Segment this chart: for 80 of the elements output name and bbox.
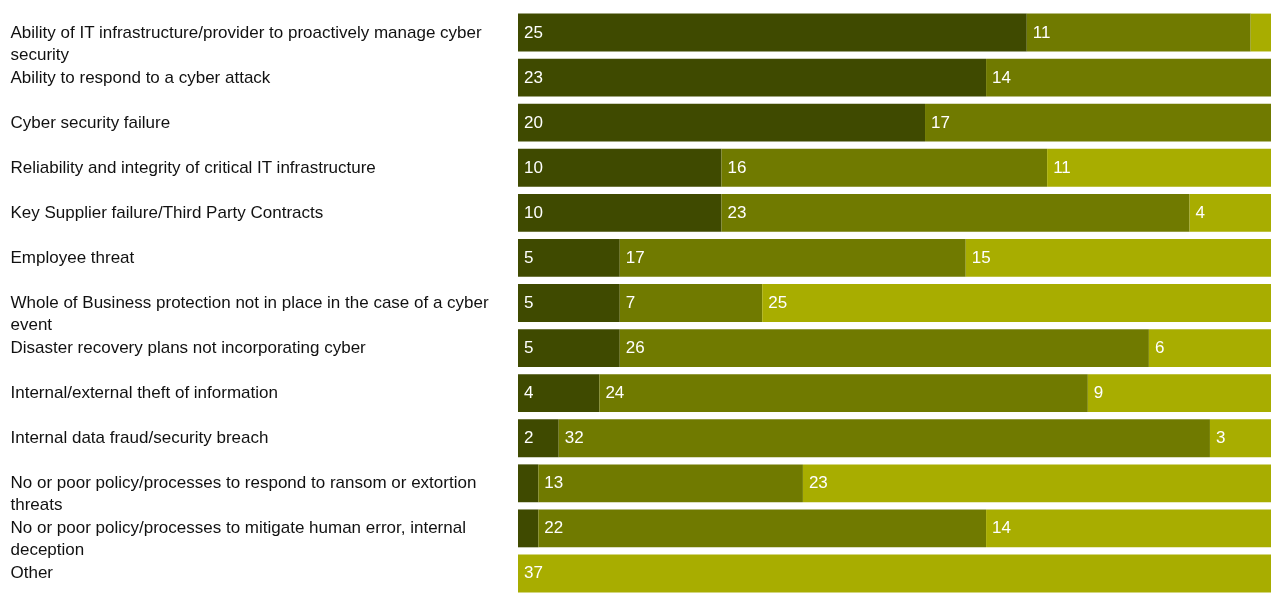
bar — [518, 193, 722, 232]
data-label: 14 — [992, 518, 1011, 538]
bar — [1189, 193, 1271, 232]
bar — [1087, 374, 1271, 413]
data-label: 20 — [524, 112, 543, 132]
data-label: 16 — [727, 157, 747, 177]
bar — [721, 148, 1048, 187]
bar — [518, 58, 987, 97]
data-label: 10 — [524, 157, 543, 177]
bar — [518, 509, 539, 548]
bar — [986, 58, 1271, 97]
data-label: 3 — [1215, 428, 1226, 448]
y-tick-label: No or poor policy/processes to respond to ransom or extortion threats — [10, 473, 477, 515]
data-label: 11 — [1053, 157, 1071, 177]
bar — [802, 464, 1271, 503]
data-label: 24 — [605, 383, 625, 403]
bar — [518, 374, 600, 413]
y-tick-label: Whole of Business protection not in place in the case of a cyber event — [10, 293, 489, 334]
y-tick-label: Employee threat — [10, 247, 135, 267]
bar — [538, 464, 803, 503]
data-label: 23 — [808, 473, 828, 493]
y-tick-label: Internal data fraud/security breach — [10, 428, 269, 448]
bar — [518, 464, 539, 503]
bar — [1209, 419, 1271, 458]
bar — [619, 238, 966, 277]
bar — [1250, 13, 1271, 52]
bar — [1148, 329, 1271, 368]
bar — [925, 103, 1271, 142]
bar — [558, 419, 1210, 458]
bar — [518, 419, 559, 458]
bar — [518, 13, 1027, 52]
data-label: 26 — [625, 338, 645, 358]
bar — [965, 238, 1271, 277]
data-label: 5 — [524, 293, 534, 312]
bar — [1047, 148, 1271, 187]
data-label: 6 — [1154, 338, 1165, 358]
data-label: 37 — [524, 563, 543, 583]
data-label: 13 — [544, 473, 564, 493]
data-label: 22 — [544, 518, 564, 538]
y-tick-label: Reliability and integrity of critical IT infrastructure — [10, 157, 376, 177]
bar — [518, 238, 620, 277]
data-label: 4 — [524, 383, 534, 403]
bar — [538, 509, 987, 548]
bar — [518, 554, 1271, 593]
y-tick-label: No or poor policy/processes to mitigate human error, internal deception — [10, 518, 466, 560]
data-label: 4 — [1195, 202, 1206, 222]
data-label: 23 — [727, 202, 747, 222]
bar — [762, 284, 1271, 322]
bar — [619, 284, 763, 322]
y-tick-label: Ability to respond to a cyber attack — [10, 67, 271, 87]
data-label: 25 — [768, 293, 788, 312]
bar — [518, 329, 620, 368]
bar — [518, 103, 926, 142]
data-label: 17 — [931, 112, 950, 132]
data-label: 10 — [524, 202, 543, 222]
bar — [599, 374, 1088, 413]
bar — [518, 148, 722, 187]
bar — [721, 193, 1190, 232]
data-label: 15 — [971, 247, 991, 267]
data-label: 25 — [524, 22, 543, 42]
y-tick-label: Cyber security failure — [10, 112, 171, 132]
data-label: 7 — [625, 293, 636, 312]
data-label: 5 — [524, 247, 534, 267]
data-label: 17 — [625, 247, 645, 267]
bar — [518, 284, 620, 322]
data-label: 9 — [1093, 383, 1104, 403]
bar — [1026, 13, 1251, 52]
data-label: 2 — [524, 428, 534, 448]
y-tick-label: Other — [10, 563, 54, 583]
data-label: 5 — [524, 338, 534, 358]
data-label: 11 — [1032, 22, 1051, 42]
y-tick-label: Key Supplier failure/Third Party Contracts — [10, 202, 324, 222]
bar — [619, 329, 1149, 368]
data-label: 23 — [524, 67, 543, 87]
y-tick-label: Disaster recovery plans not incorporating cyber — [10, 338, 367, 358]
data-label: 32 — [564, 428, 584, 448]
y-tick-label: Internal/external theft of information — [10, 383, 278, 403]
y-tick-label: Ability of IT infrastructure/provider to proactively manage cyber security — [10, 22, 483, 64]
bar — [986, 509, 1271, 548]
data-label: 14 — [992, 67, 1011, 87]
